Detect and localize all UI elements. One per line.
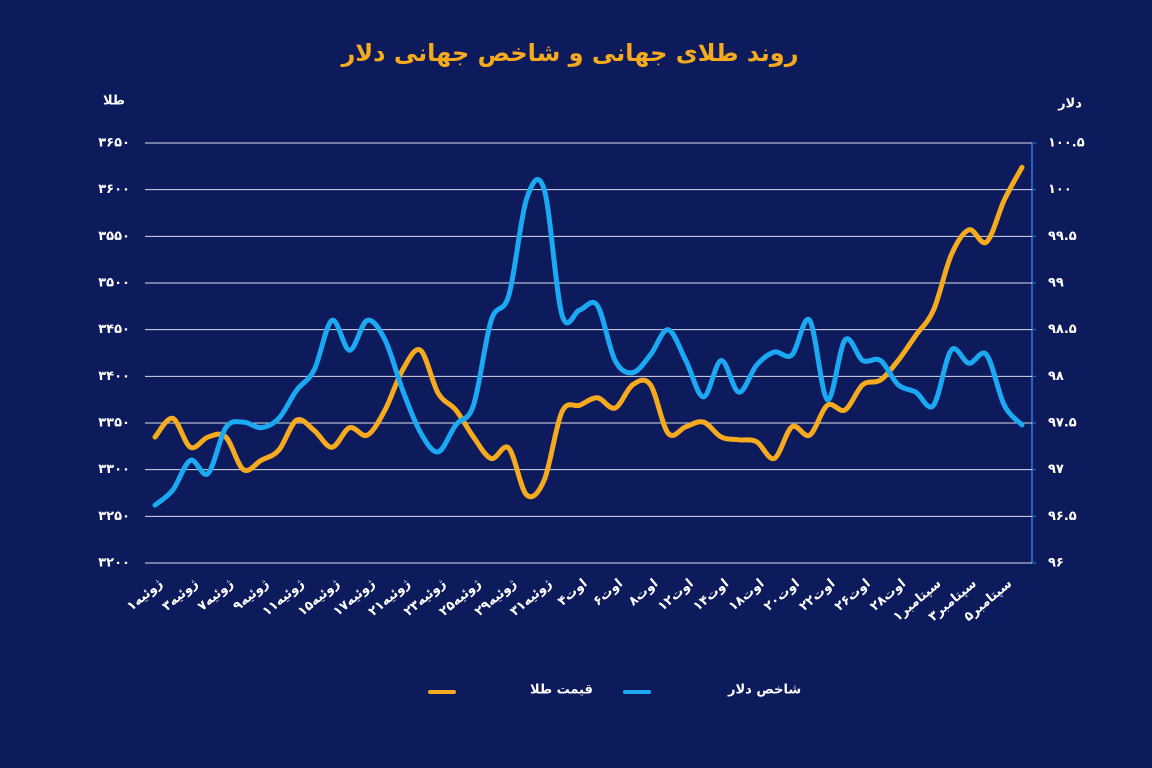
legend-label: شاخص دلار — [727, 683, 801, 698]
line-series — [152, 177, 1025, 508]
y-tick-label: ۳۶۵۰ — [98, 136, 130, 151]
legend-label: قیمت طلا — [530, 683, 593, 698]
y2-tick-label: ۹۶.۵ — [1048, 509, 1077, 524]
y-tick-label: ۳۵۵۰ — [98, 229, 130, 244]
y-axis-label: طلا — [103, 94, 125, 109]
y2-tick-label: ۹۶ — [1048, 556, 1064, 571]
y-tick-label: ۳۴۵۰ — [98, 322, 130, 337]
y-tick-label: ۳۳۵۰ — [98, 416, 130, 431]
y2-tick-label: ۹۹ — [1048, 276, 1064, 291]
y-tick-label: ۳۵۰۰ — [98, 276, 130, 291]
y-tick-label: ۳۴۰۰ — [98, 369, 130, 384]
y2-tick-label: ۹۷ — [1048, 462, 1064, 477]
y2-tick-label: ۹۹.۵ — [1048, 229, 1077, 244]
y2-tick-label: ۱۰۰.۵ — [1048, 136, 1085, 151]
y-tick-label: ۳۲۵۰ — [98, 509, 130, 524]
y2-tick-label: ۹۸.۵ — [1048, 322, 1077, 337]
y-tick-label: ۳۳۰۰ — [98, 462, 130, 477]
chart-title: روند طلای جهانی و شاخص جهانی دلار — [340, 39, 798, 67]
y2-tick-label: ۹۷.۵ — [1048, 416, 1077, 431]
line-series — [152, 164, 1025, 500]
y2-axis-label: دلار — [1057, 97, 1082, 112]
y2-tick-label: ۱۰۰ — [1048, 182, 1072, 197]
y2-tick-label: ۹۸ — [1048, 369, 1064, 384]
y-tick-label: ۳۲۰۰ — [98, 556, 130, 571]
y-tick-label: ۳۶۰۰ — [98, 182, 130, 197]
